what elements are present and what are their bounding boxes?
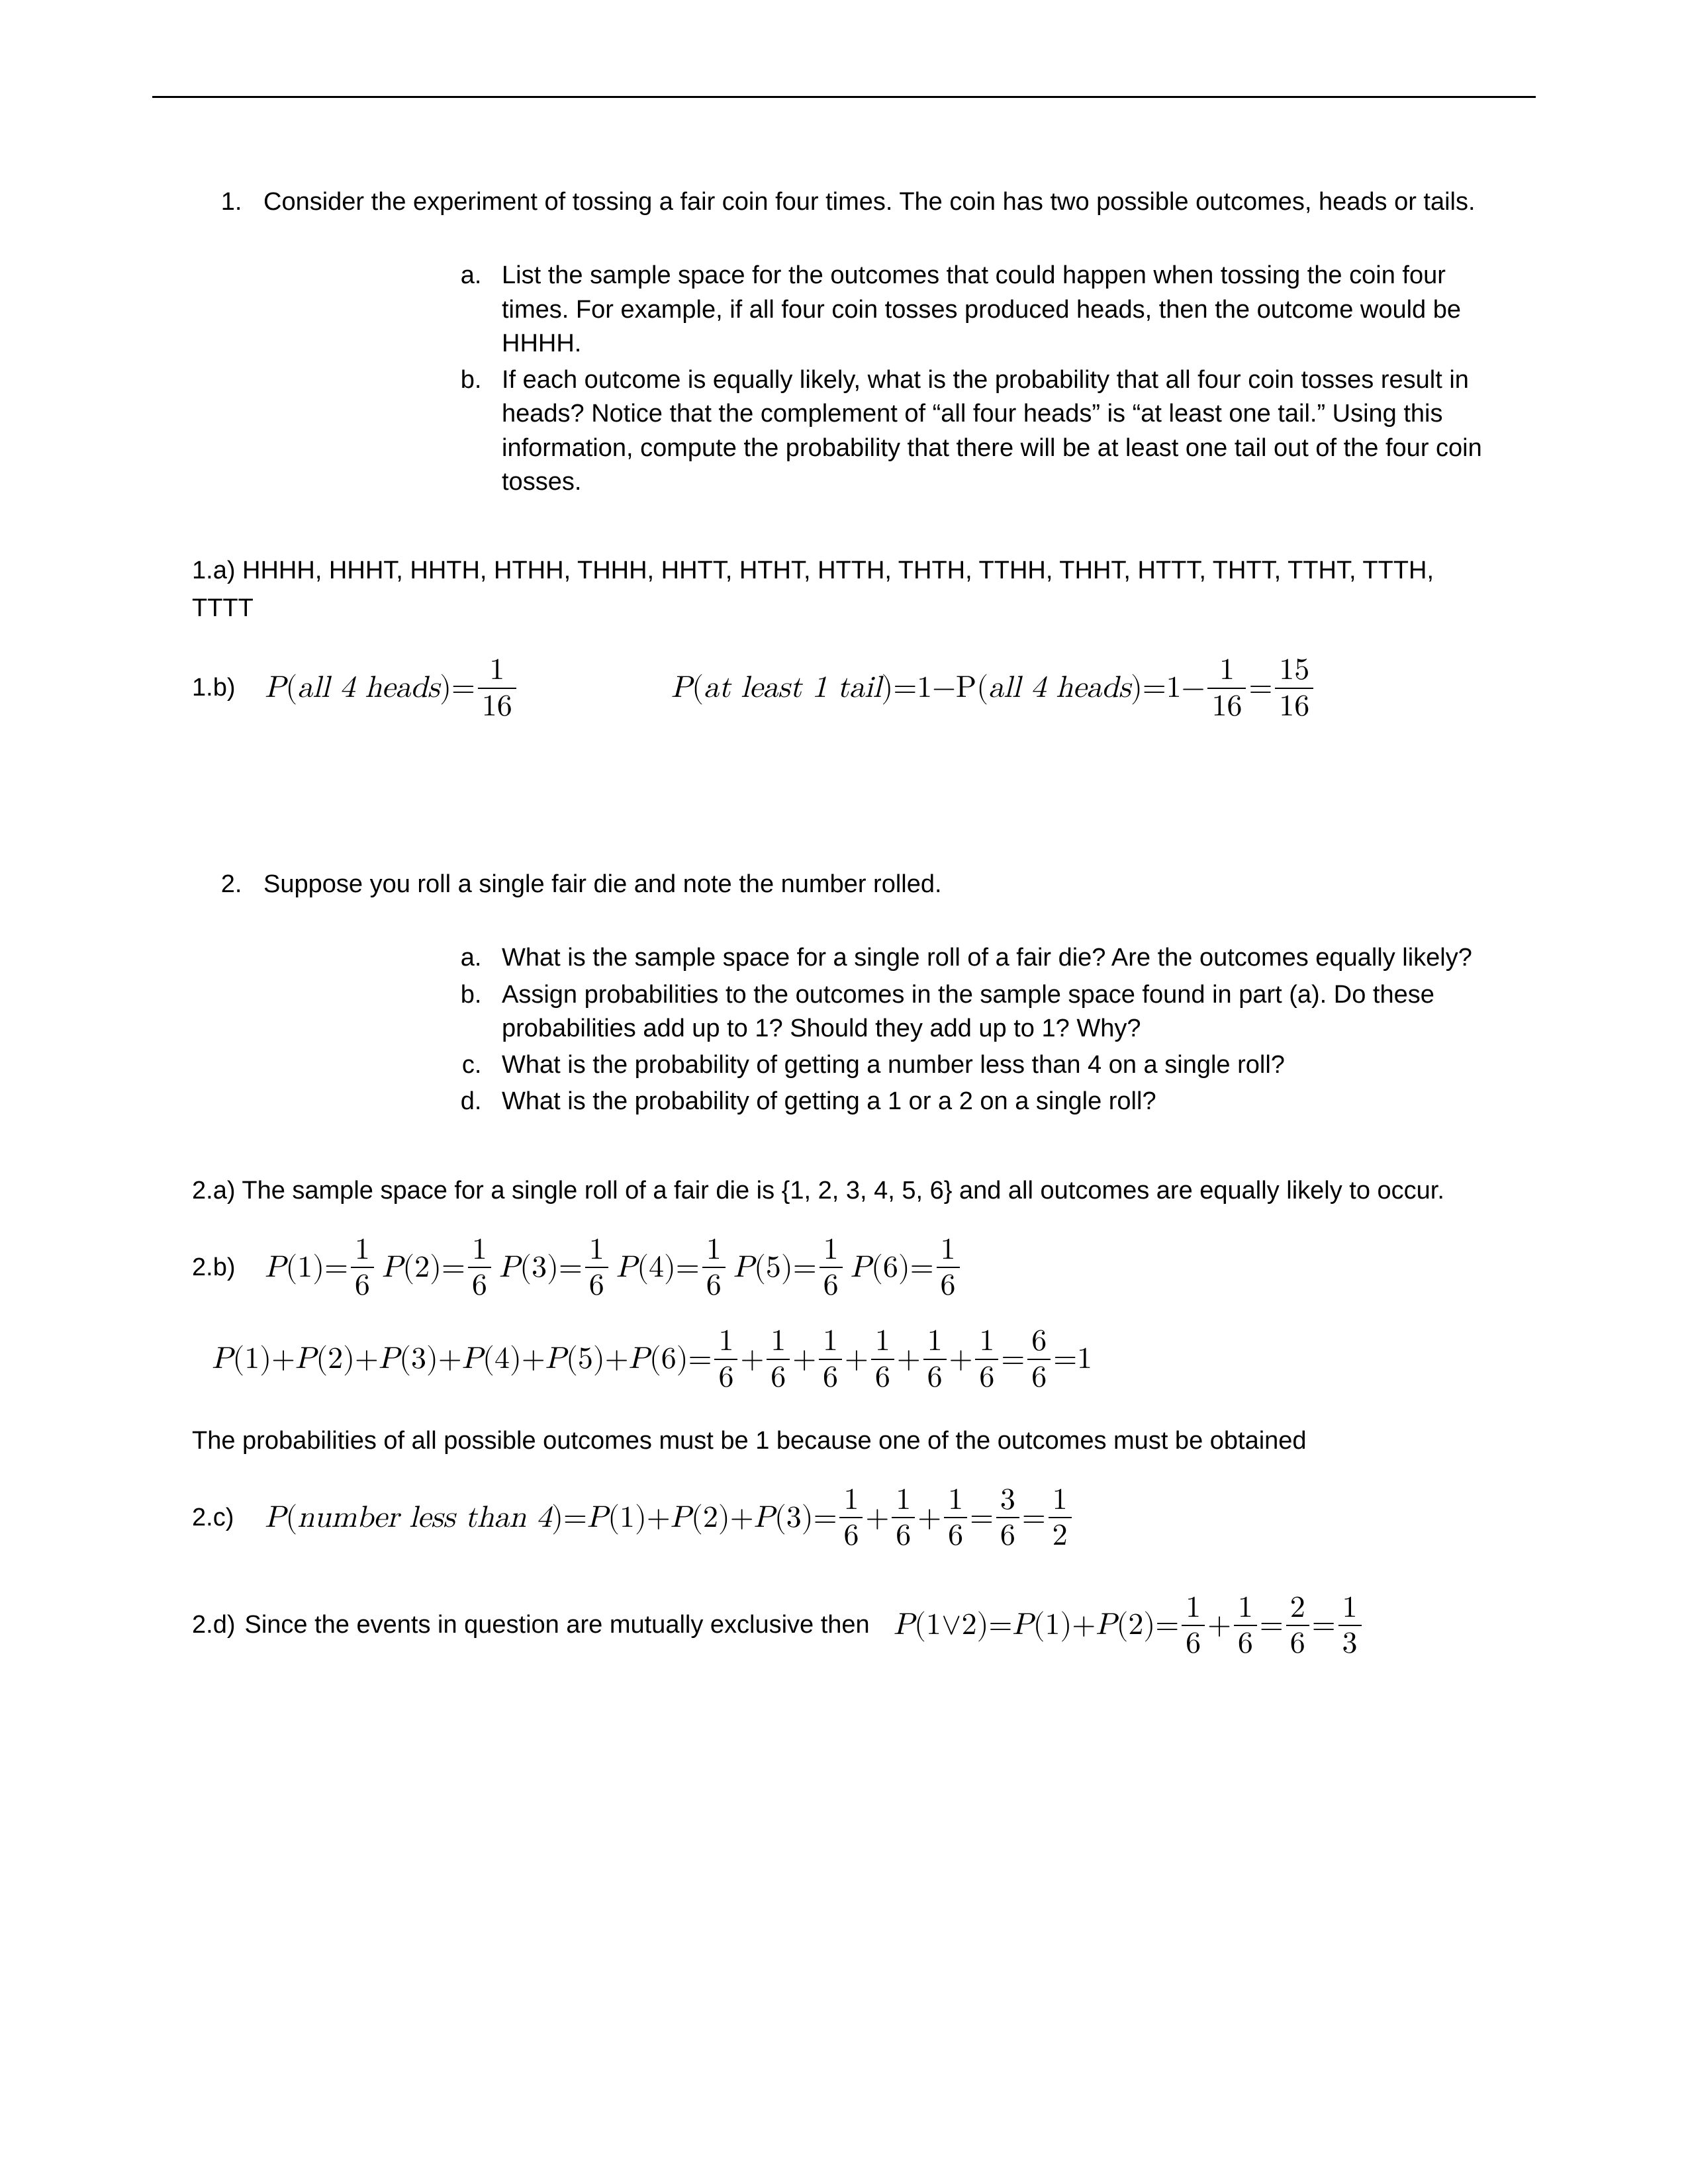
fraction: 26: [1286, 1592, 1309, 1660]
q1-answers: 1.a) HHHH, HHHT, HHTH, HTHH, THHH, HHTT,…: [192, 552, 1496, 722]
header-rule: [152, 96, 1536, 98]
fraction: 16: [820, 1234, 843, 1302]
q2b-row2: P(1)+P(2)+P(3)+P(4)+P(5)+P(6)=16+16+16+1…: [212, 1325, 1496, 1393]
q2-sub-d: What is the probability of getting a 1 o…: [489, 1085, 1496, 1118]
fraction: 16: [944, 1484, 967, 1552]
q2b-label: 2.b): [192, 1249, 245, 1287]
q1b-eq2: P (at least 1 tail) =1−P (all 4 heads) =…: [671, 654, 1316, 722]
fraction: 16: [892, 1484, 915, 1552]
question-2: Suppose you roll a single fair die and n…: [249, 868, 1496, 1119]
q2d-text: Since the events in question are mutuall…: [244, 1608, 869, 1642]
q2-sub-a: What is the sample space for a single ro…: [489, 941, 1496, 975]
fraction: 12: [1049, 1484, 1072, 1552]
fraction: 16: [585, 1234, 608, 1302]
q2-sub-c: What is the probability of getting a num…: [489, 1048, 1496, 1082]
question-2-list: Suppose you roll a single fair die and n…: [192, 868, 1496, 1119]
q2d-label: 2.d): [192, 1608, 235, 1642]
q2a-text: The sample space for a single roll of a …: [242, 1177, 1444, 1205]
q2b-eq2: P(1)+P(2)+P(3)+P(4)+P(5)+P(6)=16+16+16+1…: [212, 1325, 1092, 1393]
fraction: 16: [839, 1484, 863, 1552]
q2-sub-b: Assign probabilities to the outcomes in …: [489, 978, 1496, 1046]
fraction: 16: [351, 1234, 374, 1302]
q1-sub-b: If each outcome is equally likely, what …: [489, 363, 1496, 499]
q1a-answer: 1.a) HHHH, HHHT, HHTH, HTHH, THHH, HHTT,…: [192, 552, 1496, 627]
q2b-row1: 2.b) P(1)=16P(2)=16P(3)=16P(4)=16P(5)=16…: [192, 1234, 1496, 1302]
q1b-eq1: P (all 4 heads) = 1 16: [265, 654, 519, 722]
q2c-eq: P(number less than 4)=P(1)+P(2)+P(3)=16+…: [265, 1484, 1074, 1552]
fraction: 16: [714, 1325, 737, 1393]
q2c-row: 2.c) P(number less than 4)=P(1)+P(2)+P(3…: [192, 1484, 1496, 1552]
fraction: 16: [871, 1325, 894, 1393]
question-1-list: Consider the experiment of tossing a fai…: [192, 185, 1496, 499]
fraction: 1 16: [1207, 654, 1246, 722]
q2a-answer: 2.a) The sample space for a single roll …: [192, 1172, 1496, 1210]
fraction: 16: [702, 1234, 726, 1302]
fraction: 13: [1338, 1592, 1362, 1660]
question-1: Consider the experiment of tossing a fai…: [249, 185, 1496, 499]
q1-subparts: List the sample space for the outcomes t…: [263, 259, 1496, 499]
fraction: 1 16: [478, 654, 516, 722]
fraction: 66: [1027, 1325, 1051, 1393]
fraction: 16: [819, 1325, 842, 1393]
fraction: 16: [975, 1325, 998, 1393]
fraction: 16: [923, 1325, 947, 1393]
q1a-label: 1.a): [192, 557, 235, 584]
q2-answers: 2.a) The sample space for a single roll …: [192, 1172, 1496, 1659]
q1b-row: 1.b) P (all 4 heads) = 1 16 P (at least …: [192, 654, 1496, 722]
q1b-label: 1.b): [192, 669, 245, 707]
fraction: 16: [937, 1234, 960, 1302]
fraction: 16: [1182, 1592, 1205, 1660]
q1a-text: HHHH, HHHT, HHTH, HTHH, THHH, HHTT, HTHT…: [192, 557, 1434, 622]
q1-sub-a: List the sample space for the outcomes t…: [489, 259, 1496, 361]
fraction: 16: [1234, 1592, 1257, 1660]
q2b-eq1: P(1)=16P(2)=16P(3)=16P(4)=16P(5)=16P(6)=…: [265, 1234, 962, 1302]
q2d-row: 2.d) Since the events in question are mu…: [192, 1592, 1496, 1660]
q2d-eq: P(1∨2)=P(1)+P(2)=16+16=26=13: [894, 1592, 1364, 1660]
fraction: 16: [767, 1325, 790, 1393]
fraction: 15 16: [1275, 654, 1313, 722]
q2b-note: The probabilities of all possible outcom…: [192, 1422, 1496, 1460]
fraction: 36: [996, 1484, 1019, 1552]
q2a-label: 2.a): [192, 1177, 235, 1205]
q2c-label: 2.c): [192, 1499, 245, 1537]
document-page: Consider the experiment of tossing a fai…: [0, 0, 1688, 2184]
fraction: 16: [468, 1234, 491, 1302]
q2-subparts: What is the sample space for a single ro…: [263, 941, 1496, 1118]
q2-prompt: Suppose you roll a single fair die and n…: [263, 870, 942, 898]
q1-prompt: Consider the experiment of tossing a fai…: [263, 188, 1476, 216]
